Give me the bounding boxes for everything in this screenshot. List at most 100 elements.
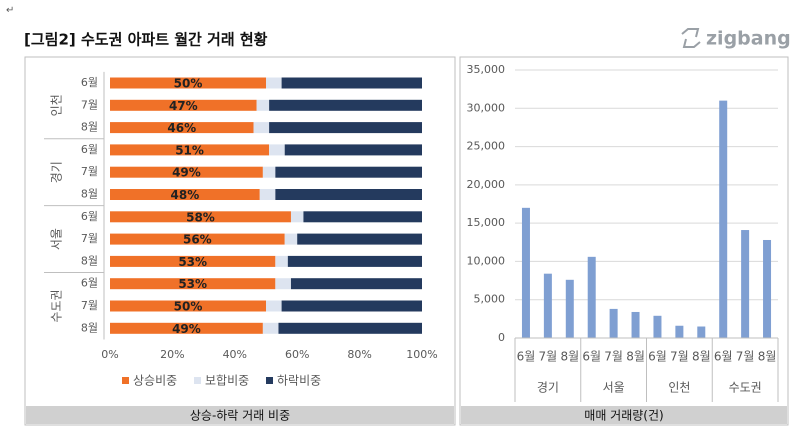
y-tick-label: 6월 [81, 210, 98, 223]
bar-segment [110, 99, 257, 111]
bar-segment [110, 278, 276, 290]
x-tick-label: 40% [223, 348, 247, 361]
legend-swatch [266, 377, 273, 384]
group-label: 인천 [49, 94, 64, 116]
bar-segment [262, 322, 279, 334]
bar [741, 230, 750, 338]
bar-segment [266, 77, 282, 89]
data-label: 48% [171, 188, 200, 202]
y-tick-label: 30,000 [467, 101, 506, 114]
data-label: 50% [174, 300, 203, 314]
y-tick-label: 8월 [81, 254, 98, 267]
bar-segment [110, 211, 291, 223]
x-tick-label: 80% [347, 348, 371, 361]
bar-segment [281, 77, 422, 89]
left-panel [24, 56, 456, 426]
group-label: 서울 [603, 381, 625, 395]
group-label: 경기 [50, 161, 64, 183]
legend-swatch [194, 377, 201, 384]
bar-segment [275, 278, 291, 290]
bar [521, 207, 530, 338]
bar [543, 273, 552, 338]
y-tick-label: 15,000 [467, 216, 506, 229]
bar [719, 100, 728, 338]
data-label: 50% [174, 77, 203, 91]
x-tick-label: 100% [406, 348, 437, 361]
bar-segment [110, 122, 254, 134]
bar-segment [290, 211, 304, 223]
bar [675, 325, 684, 338]
y-tick-label: 6월 [81, 277, 98, 290]
bar-segment [303, 211, 422, 223]
x-tick-label: 6월 [582, 350, 601, 364]
logo-icon [681, 28, 701, 48]
group-label: 인천 [668, 380, 690, 395]
bar [763, 239, 772, 338]
x-tick-label: 60% [285, 348, 309, 361]
x-tick-label: 8월 [560, 350, 579, 364]
y-tick-label: 7월 [81, 165, 98, 178]
x-tick-label: 20% [160, 348, 184, 361]
bar-segment [284, 144, 422, 156]
y-tick-label: 0 [498, 331, 505, 344]
chart-title: 상승-하락 거래 비중 [190, 409, 290, 423]
data-label: 49% [172, 322, 201, 336]
logo-text: zigbang [706, 28, 791, 50]
bar [631, 311, 640, 338]
data-label: 53% [178, 255, 207, 269]
bar-segment [262, 166, 276, 178]
x-tick-label: 7월 [670, 350, 689, 364]
x-tick-label: 6월 [714, 350, 733, 364]
x-tick-label: 7월 [539, 350, 558, 364]
bar-segment [284, 233, 298, 245]
data-label: 58% [186, 210, 215, 224]
bar-segment [110, 77, 266, 89]
bar-segment [110, 144, 270, 156]
bar-segment [297, 233, 422, 245]
bar-segment [269, 144, 285, 156]
data-label: 46% [167, 121, 196, 135]
bar-segment [290, 278, 422, 290]
left-footer [26, 406, 454, 424]
bar-segment [110, 233, 285, 245]
y-tick-label: 6월 [81, 76, 98, 89]
y-tick-label: 10,000 [467, 254, 506, 267]
bar-segment [110, 255, 276, 267]
bar-segment [110, 166, 263, 178]
page-title: [그림2] 수도권 아파트 월간 거래 현황 [24, 31, 268, 49]
bar [609, 308, 618, 338]
y-tick-label: 8월 [81, 321, 98, 334]
y-tick-label: 7월 [81, 299, 98, 312]
y-tick-label: 25,000 [467, 140, 506, 153]
bar-segment [278, 322, 422, 334]
data-label: 47% [169, 99, 198, 113]
x-tick-label: 8월 [758, 350, 777, 364]
group-label: 서울 [50, 228, 64, 250]
bar-segment [275, 189, 422, 200]
bar [565, 279, 574, 338]
right-footer [461, 406, 787, 424]
y-tick-label: 7월 [81, 98, 98, 111]
legend-swatch [122, 377, 129, 384]
paragraph-mark: ↵ [6, 5, 14, 16]
x-tick-label: 7월 [736, 350, 755, 364]
right-panel [459, 56, 789, 426]
chart-title: 매매 거래량(건) [584, 409, 663, 423]
y-tick-label: 35,000 [467, 63, 506, 76]
group-label: 수도권 [50, 289, 64, 322]
y-tick-label: 8월 [81, 121, 98, 134]
bar-segment [269, 122, 422, 134]
logo [681, 28, 701, 48]
y-tick-label: 6월 [81, 143, 98, 156]
legend-label: 상승비중 [133, 374, 177, 388]
legend-label: 하락비중 [277, 374, 321, 388]
bar-segment [275, 166, 422, 178]
data-label: 53% [178, 277, 207, 291]
bar-segment [259, 189, 276, 200]
group-label: 수도권 [729, 381, 762, 395]
x-tick-label: 8월 [692, 350, 711, 364]
bar-segment [287, 255, 422, 267]
x-tick-label: 7월 [604, 350, 623, 364]
bar-segment [256, 99, 270, 111]
